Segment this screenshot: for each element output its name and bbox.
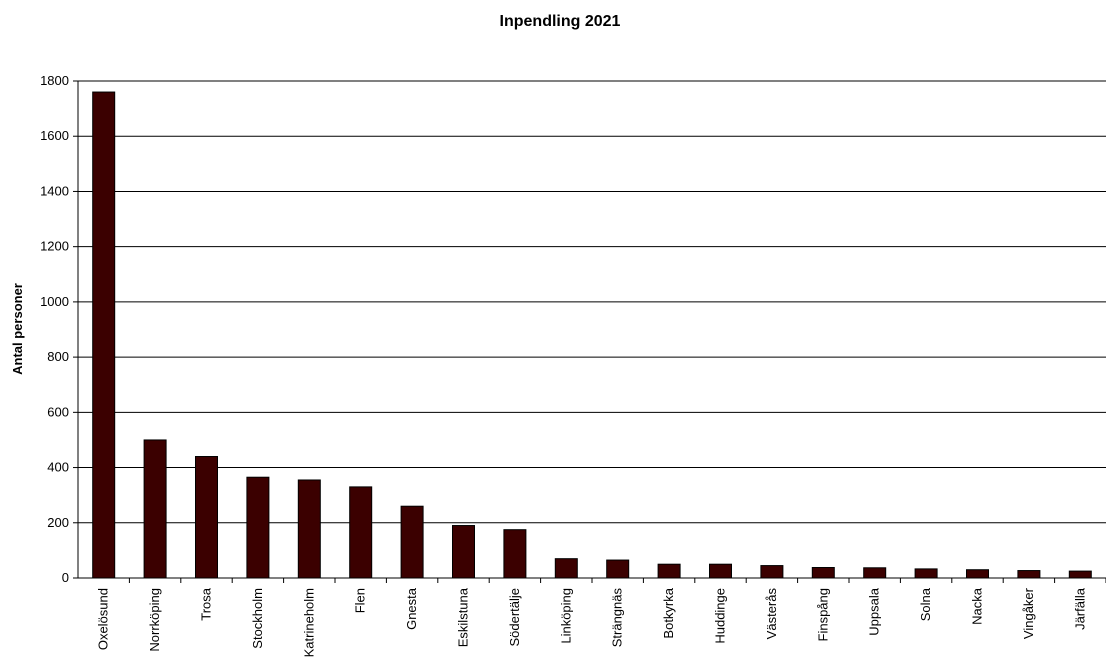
x-category-label: Botkyrka — [661, 587, 676, 638]
y-axis-ticks: 0 200 400 600 800 1000 1200 1400 1600 1800 — [40, 73, 78, 585]
y-tick-label: 0 — [62, 570, 69, 585]
x-category-label: Oxelösund — [96, 588, 111, 650]
x-category-label: Trosa — [199, 587, 214, 621]
x-category-label: Vingåker — [1021, 587, 1036, 639]
chart-title: Inpendling 2021 — [500, 13, 621, 30]
bar — [811, 567, 835, 579]
bar — [554, 558, 578, 579]
bar — [143, 439, 167, 579]
y-tick-label: 1000 — [40, 294, 69, 309]
bar — [657, 563, 681, 579]
bar — [503, 529, 527, 579]
x-category-label: Norrköping — [147, 588, 162, 652]
x-category-label: Flen — [353, 588, 368, 613]
bar — [709, 563, 732, 579]
bar — [1068, 570, 1092, 579]
x-category-label: Katrineholm — [301, 588, 316, 657]
bar — [966, 569, 989, 579]
axes — [77, 81, 1106, 579]
x-category-label: Linköping — [558, 588, 573, 644]
x-category-label: Solna — [918, 587, 933, 621]
bar — [349, 486, 373, 579]
bar — [914, 568, 938, 579]
x-category-label: Huddinge — [713, 588, 728, 644]
y-tick-label: 1600 — [40, 128, 69, 143]
bar — [297, 479, 321, 579]
bar — [92, 91, 116, 579]
x-category-label: Uppsala — [867, 587, 882, 635]
x-category-label: Nacka — [970, 587, 985, 625]
y-tick-label: 400 — [47, 460, 69, 475]
x-category-label: Södertälje — [507, 588, 522, 647]
x-category-label: Västerås — [764, 588, 779, 640]
bar — [452, 525, 475, 579]
gridlines — [78, 80, 1106, 524]
y-tick-label: 800 — [47, 349, 69, 364]
x-category-label: Eskilstuna — [456, 587, 471, 647]
x-category-label: Strängnäs — [610, 588, 625, 648]
x-category-label: Finspång — [815, 588, 830, 641]
x-category-label: Järfälla — [1072, 587, 1087, 630]
y-tick-label: 1400 — [40, 183, 69, 198]
bars — [92, 91, 1092, 579]
y-tick-label: 200 — [47, 515, 69, 530]
bar — [606, 559, 630, 579]
bar — [400, 505, 424, 579]
y-axis-label: Antal personer — [10, 283, 25, 375]
x-axis-categories: Oxelösund Norrköping Trosa Stockholm Katrine… — [96, 578, 1106, 657]
y-tick-label: 1200 — [40, 239, 69, 254]
bar — [863, 567, 887, 579]
bar — [760, 565, 784, 579]
y-tick-label: 1800 — [40, 73, 69, 88]
y-tick-label: 600 — [47, 404, 69, 419]
x-category-label: Gnesta — [404, 587, 419, 630]
bar — [246, 476, 270, 579]
bar — [1017, 570, 1041, 579]
bar — [195, 456, 218, 579]
x-category-label: Stockholm — [250, 588, 265, 649]
